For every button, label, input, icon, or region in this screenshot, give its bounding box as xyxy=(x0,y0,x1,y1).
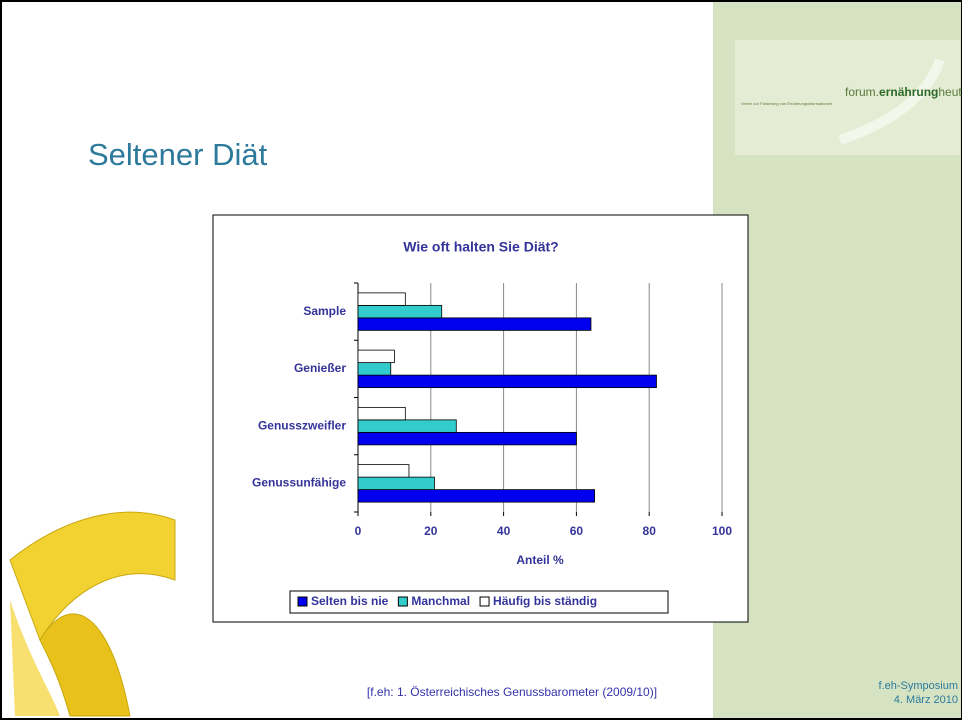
logo-bold: ernährung xyxy=(879,85,938,99)
chart-title: Wie oft halten Sie Diät? xyxy=(403,239,558,255)
logo-tagline: Verein zur Förderung von Ernährungsinfor… xyxy=(741,101,832,106)
x-tick-label: 20 xyxy=(424,524,438,538)
bar xyxy=(357,476,435,491)
legend-swatch xyxy=(397,596,408,607)
logo-prefix: forum. xyxy=(845,85,879,99)
legend-frame xyxy=(289,590,669,614)
legend-swatch xyxy=(297,596,308,607)
y-tick-label: Genussunfähige xyxy=(252,476,346,490)
bar xyxy=(357,292,406,306)
source-note: [f.eh: 1. Österreichisches Genussbaromet… xyxy=(367,685,657,699)
legend-label: Häufig bis ständig xyxy=(493,594,597,608)
bar xyxy=(357,349,395,364)
y-tick-label: Sample xyxy=(303,304,346,318)
slide-title: Seltener Diät xyxy=(88,137,268,172)
x-tick-label: 40 xyxy=(497,524,511,538)
bar xyxy=(357,406,406,421)
bar xyxy=(357,304,443,319)
legend-label: Selten bis nie xyxy=(311,594,389,608)
x-axis-label: Anteil % xyxy=(516,553,564,567)
logo-suffix: heute xyxy=(938,85,962,99)
chart-frame xyxy=(212,214,749,623)
y-tick-label: Genießer xyxy=(294,361,346,375)
footer-event: f.eh-Symposium xyxy=(879,680,958,692)
x-tick-label: 60 xyxy=(570,524,584,538)
bar xyxy=(357,489,596,503)
legend-swatch xyxy=(479,596,490,607)
tape-measure xyxy=(9,511,176,717)
bar xyxy=(357,431,577,446)
y-tick-label: Genusszweifler xyxy=(258,418,346,432)
bar xyxy=(357,362,392,376)
x-tick-label: 0 xyxy=(355,524,362,538)
legend-label: Manchmal xyxy=(411,594,470,608)
x-tick-label: 100 xyxy=(712,524,732,538)
bar xyxy=(357,317,592,331)
x-tick-label: 80 xyxy=(643,524,657,538)
bar xyxy=(357,464,410,478)
logo: forum.ernährungheute xyxy=(845,85,962,99)
footer-date: 4. März 2010 xyxy=(894,694,958,706)
bar xyxy=(357,419,457,433)
logo-swoosh xyxy=(838,58,945,145)
bar xyxy=(357,374,657,389)
